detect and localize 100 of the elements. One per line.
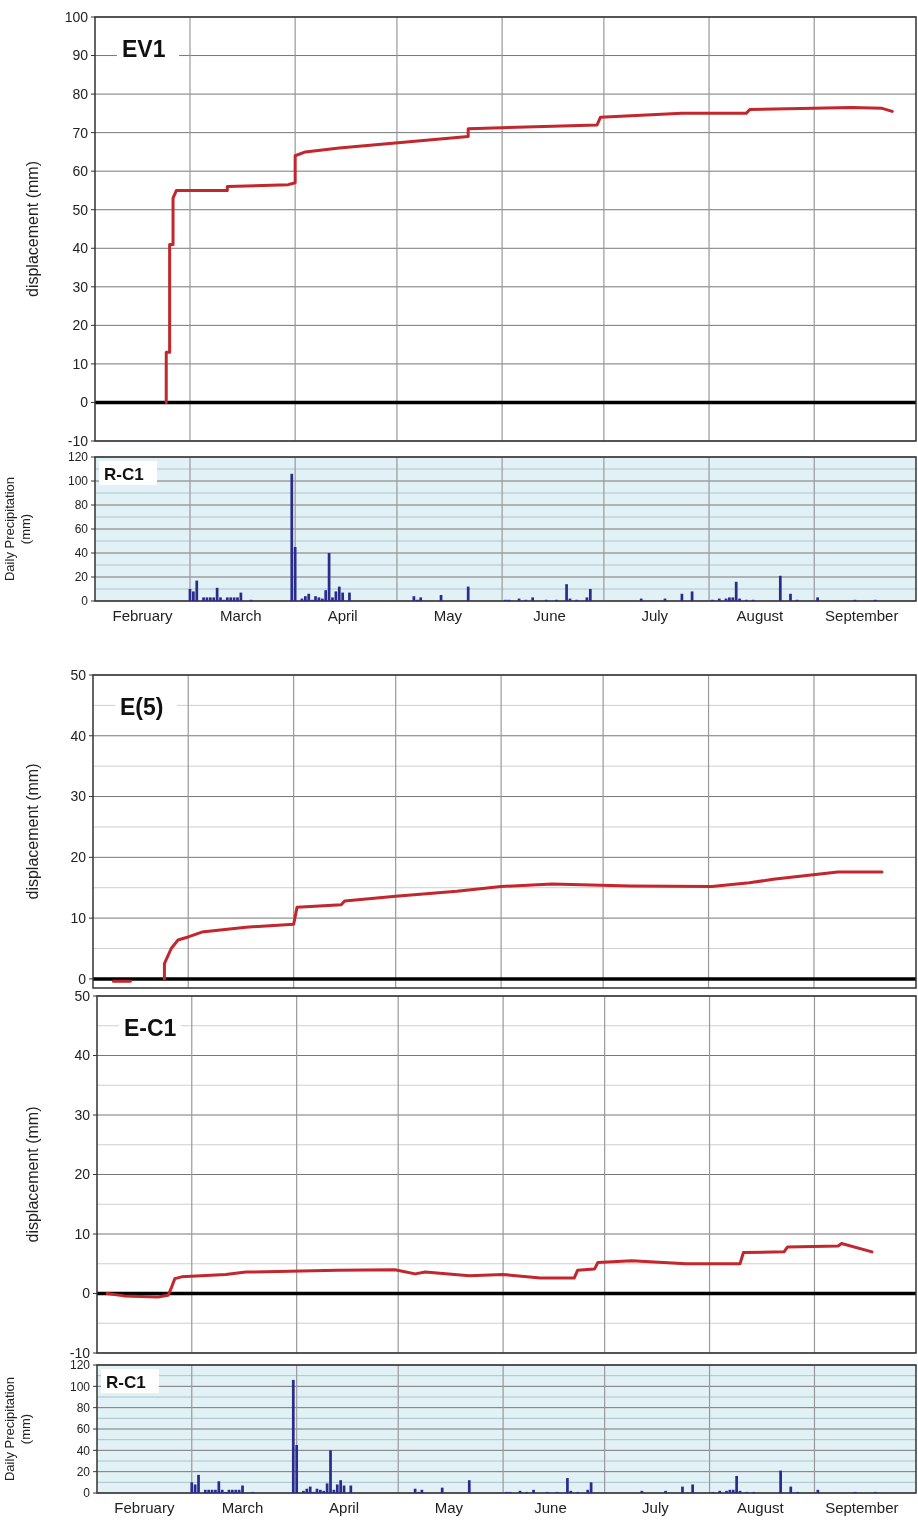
bar bbox=[305, 1488, 309, 1493]
bar bbox=[290, 473, 294, 601]
x-tick-label: June bbox=[533, 607, 566, 624]
y-tick-label: 100 bbox=[67, 474, 89, 489]
y-axis-title: displacement (mm) bbox=[24, 763, 41, 900]
y-tick-label: 10 bbox=[70, 910, 87, 927]
bar bbox=[531, 597, 534, 601]
x-tick-label: May bbox=[433, 607, 463, 624]
y-tick-label: 30 bbox=[74, 1106, 91, 1123]
y-tick-label: 90 bbox=[72, 47, 89, 64]
bar bbox=[329, 1450, 332, 1493]
y-axis-title: displacement (mm) bbox=[24, 1106, 41, 1243]
y-tick-label: 0 bbox=[78, 970, 87, 987]
bar bbox=[195, 580, 199, 601]
bar bbox=[681, 1486, 684, 1493]
bar bbox=[197, 1474, 200, 1493]
x-tick-label: July bbox=[642, 1499, 670, 1516]
bar bbox=[725, 1490, 728, 1493]
y-axis-title: Daily Precipitation (mm) bbox=[2, 476, 33, 582]
bar bbox=[466, 586, 470, 601]
x-tick-label: June bbox=[534, 1499, 567, 1516]
y-tick-label: 100 bbox=[69, 1379, 91, 1394]
bar bbox=[664, 1490, 667, 1493]
bar bbox=[778, 575, 782, 601]
bar bbox=[588, 589, 592, 601]
bar bbox=[231, 1489, 234, 1493]
x-tick-label: April bbox=[327, 607, 358, 624]
text: E-C1 bbox=[124, 1015, 177, 1041]
bar bbox=[291, 1379, 295, 1493]
y-tick-label: 80 bbox=[74, 498, 89, 513]
x-tick-label: August bbox=[736, 1499, 785, 1516]
line-series bbox=[105, 1242, 874, 1299]
y-tick-label: 30 bbox=[70, 788, 87, 805]
y-tick-label: 40 bbox=[76, 1443, 91, 1458]
x-tick-label: March bbox=[221, 1499, 264, 1516]
y-axis-title: Daily Precipitation (mm) bbox=[2, 1376, 33, 1482]
y-tick-label: 70 bbox=[72, 124, 89, 141]
y-tick-label: 10 bbox=[74, 1225, 91, 1242]
x-tick-label: July bbox=[641, 607, 669, 624]
x-tick-label: May bbox=[434, 1499, 464, 1516]
bar bbox=[789, 1486, 793, 1493]
bar bbox=[302, 1490, 305, 1493]
bar bbox=[236, 597, 239, 601]
x-tick-label: August bbox=[736, 607, 785, 624]
bar bbox=[203, 1489, 207, 1493]
bar bbox=[339, 1480, 343, 1493]
y-tick-label: 60 bbox=[72, 163, 89, 180]
y-tick-label: 20 bbox=[74, 570, 89, 585]
bar bbox=[532, 1489, 535, 1493]
y-tick-label: 50 bbox=[70, 666, 87, 683]
y-tick-label: 40 bbox=[70, 727, 87, 744]
x-tick-label: March bbox=[220, 607, 262, 624]
y-tick-label: 20 bbox=[70, 849, 87, 866]
text: R-C1 bbox=[104, 465, 144, 484]
x-tick-label: September bbox=[825, 1499, 899, 1516]
bar bbox=[734, 581, 738, 601]
y-tick-label: 20 bbox=[76, 1464, 91, 1479]
bar bbox=[467, 1480, 471, 1493]
text: EV1 bbox=[122, 36, 166, 62]
bar bbox=[241, 1485, 244, 1493]
y-tick-label: 100 bbox=[64, 8, 89, 25]
bar bbox=[314, 596, 317, 601]
bar bbox=[335, 1484, 339, 1493]
y-tick-label: 0 bbox=[82, 1285, 91, 1302]
y-tick-label: 120 bbox=[69, 1358, 91, 1373]
bar bbox=[691, 1484, 694, 1493]
bar bbox=[217, 1481, 221, 1493]
bar bbox=[349, 1485, 353, 1493]
y-tick-label: 20 bbox=[72, 317, 89, 334]
bar bbox=[735, 1475, 738, 1493]
y-tick-label: 50 bbox=[74, 987, 91, 1004]
y-tick-label: -10 bbox=[67, 432, 89, 449]
bar bbox=[348, 592, 351, 601]
bar bbox=[565, 584, 568, 601]
y-tick-label: 80 bbox=[72, 85, 89, 102]
bar bbox=[779, 1470, 782, 1493]
bar bbox=[816, 597, 819, 601]
y-tick-label: 0 bbox=[81, 594, 89, 609]
x-tick-label: February bbox=[112, 607, 173, 624]
bar bbox=[566, 1478, 569, 1493]
y-tick-label: 20 bbox=[74, 1166, 91, 1183]
y-tick-label: 40 bbox=[74, 1047, 91, 1064]
x-tick-label: September bbox=[825, 607, 899, 624]
y-axis-title: displacement (mm) bbox=[24, 160, 41, 298]
bar bbox=[789, 593, 792, 601]
y-tick-label: 10 bbox=[72, 355, 89, 372]
y-tick-label: 60 bbox=[76, 1422, 91, 1437]
bar bbox=[337, 586, 341, 601]
y-tick-label: 120 bbox=[67, 450, 89, 465]
y-tick-label: 50 bbox=[72, 201, 89, 218]
y-tick-label: 40 bbox=[72, 240, 89, 257]
y-tick-label: 40 bbox=[74, 546, 89, 561]
text: E(5) bbox=[120, 694, 164, 720]
x-tick-label: February bbox=[114, 1499, 175, 1516]
y-tick-label: 80 bbox=[76, 1400, 91, 1415]
bar bbox=[202, 597, 205, 601]
text: R-C1 bbox=[106, 1373, 146, 1392]
y-tick-label: 30 bbox=[72, 278, 89, 295]
y-tick-label: 60 bbox=[74, 522, 89, 537]
y-tick-label: 0 bbox=[80, 394, 89, 411]
